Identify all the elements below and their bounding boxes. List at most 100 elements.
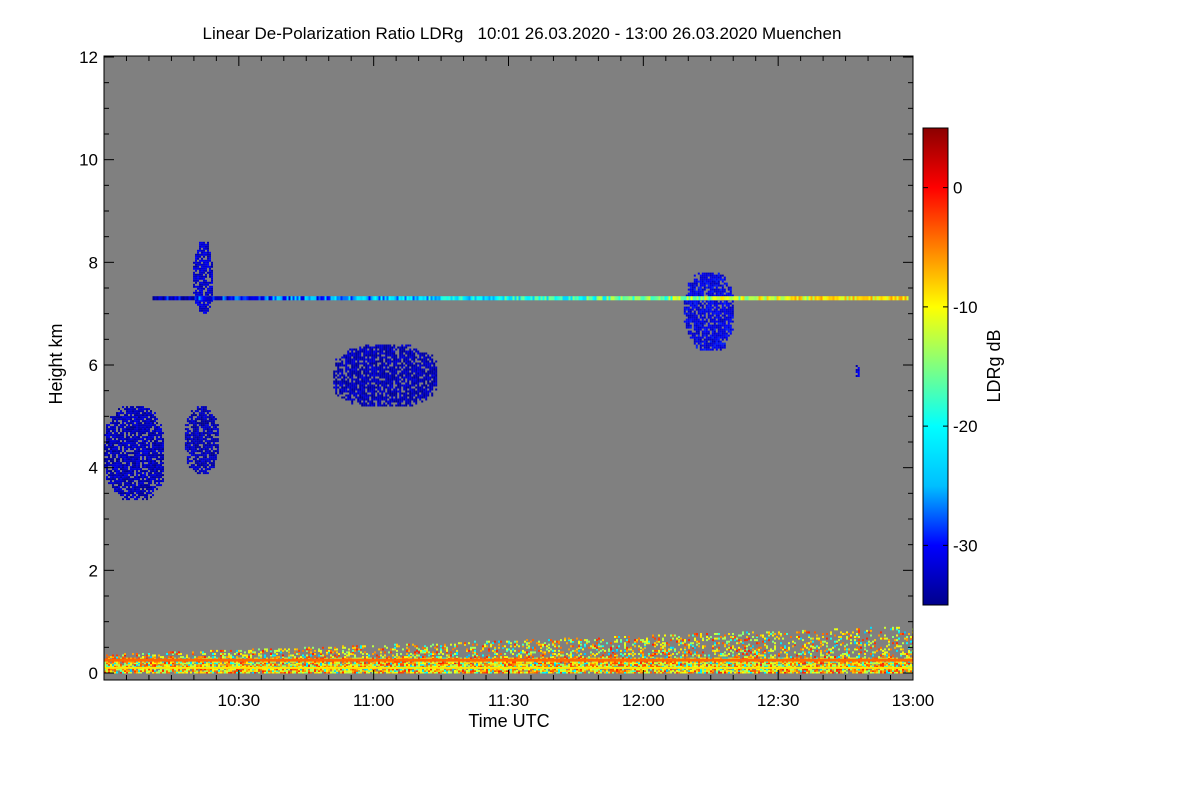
heat-cell (393, 366, 396, 369)
heat-cell (338, 657, 340, 660)
heat-cell (365, 402, 368, 405)
heat-cell (336, 657, 338, 660)
heat-cell (387, 348, 390, 351)
heat-cell (339, 364, 342, 367)
heat-cell (300, 671, 302, 674)
heat-cell (270, 663, 272, 666)
heat-cell (114, 442, 116, 445)
heat-cell (290, 668, 292, 671)
heat-cell (359, 380, 362, 383)
heat-cell (375, 364, 378, 367)
heat-cell (687, 314, 690, 317)
heat-cell (425, 366, 428, 369)
heat-cell (379, 404, 382, 407)
heat-cell (280, 668, 282, 671)
heat-cell (425, 374, 428, 377)
heat-cell (202, 452, 205, 455)
heat-cell (110, 669, 112, 672)
heat-cell (212, 454, 215, 457)
heat-cell (462, 296, 465, 301)
heat-cell (206, 662, 208, 665)
heat-cell (132, 662, 134, 665)
heat-cell (393, 398, 396, 401)
heat-cell (723, 318, 726, 321)
heat-cell (112, 444, 114, 447)
heat-cell (341, 378, 344, 381)
heat-cell (721, 344, 724, 347)
heat-cell (302, 660, 304, 663)
heat-cell (203, 305, 205, 308)
heat-cell (715, 284, 718, 287)
heat-cell (160, 296, 163, 301)
heat-cell (719, 322, 722, 325)
heat-cell (276, 669, 278, 672)
heat-cell (691, 300, 694, 303)
heat-cell (343, 354, 346, 357)
heat-cell (397, 380, 400, 383)
heat-cell (373, 368, 376, 371)
heat-cell (397, 402, 400, 405)
heat-cell (427, 386, 430, 389)
heat-cell (211, 293, 213, 296)
heat-cell (699, 348, 702, 351)
heat-cell (154, 418, 156, 421)
heat-cell (154, 460, 156, 463)
heat-cell (401, 354, 404, 357)
heat-cell (395, 392, 398, 395)
heat-cell (693, 342, 696, 345)
heat-cell (375, 344, 378, 347)
heat-cell (130, 496, 132, 499)
heat-cell (423, 360, 426, 363)
heat-cell (114, 486, 116, 489)
heat-cell (703, 280, 706, 283)
heat-cell (211, 273, 213, 276)
heat-cell (306, 669, 308, 672)
heat-cell (742, 296, 745, 301)
heat-cell (725, 328, 728, 331)
heat-cell (433, 370, 436, 373)
heat-cell (415, 362, 418, 365)
heat-cell (128, 478, 130, 481)
heat-cell (126, 468, 128, 471)
heat-cell (707, 348, 710, 351)
heat-cell (194, 456, 197, 459)
heat-cell (162, 438, 164, 441)
heat-cell (116, 656, 118, 659)
heat-cell (431, 366, 434, 369)
heat-cell (280, 665, 282, 668)
heat-cell (146, 464, 148, 467)
heat-cell (330, 662, 332, 665)
heat-cell (729, 306, 732, 309)
heat-cell (421, 392, 424, 395)
heat-cell (693, 278, 696, 281)
heat-cell (122, 464, 124, 467)
heat-cell (340, 669, 342, 672)
heat-cell (146, 454, 148, 457)
heat-cell (330, 296, 333, 301)
heat-cell (284, 665, 286, 668)
heat-cell (144, 484, 146, 487)
heat-cell (186, 296, 189, 301)
heat-cell (389, 368, 392, 371)
heat-cell (128, 460, 130, 463)
heat-cell (120, 665, 122, 668)
heat-cell (721, 328, 724, 331)
heat-cell (130, 480, 132, 483)
heat-cell (186, 432, 189, 435)
heat-cell (194, 458, 197, 461)
heat-cell (532, 296, 535, 301)
heat-cell (389, 394, 392, 397)
heat-cell (248, 657, 250, 660)
heat-cell (286, 296, 289, 301)
heat-cell (713, 316, 716, 319)
heat-cell (381, 348, 384, 351)
heat-cell (130, 428, 132, 431)
heat-cell (134, 662, 136, 665)
heat-cell (717, 292, 720, 295)
heat-cell (433, 374, 436, 377)
heat-cell (413, 352, 416, 355)
heat-cell (359, 354, 362, 357)
heat-cell (407, 366, 410, 369)
heat-cell (136, 446, 138, 449)
heat-cell (284, 669, 286, 672)
